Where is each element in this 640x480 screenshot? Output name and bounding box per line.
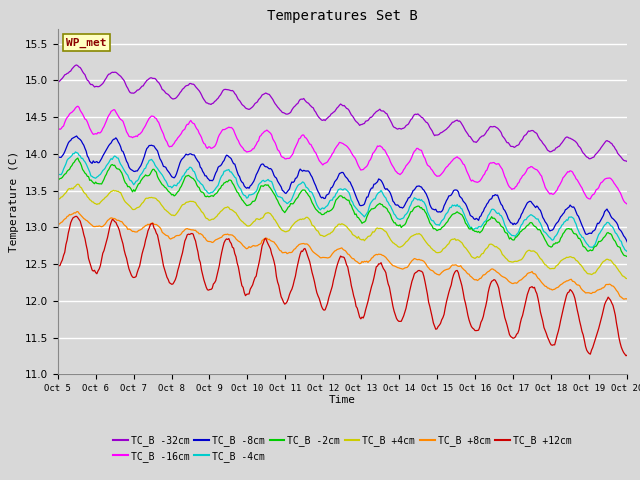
TC_B +8cm [54,222,61,228]
Y-axis label: Temperature (C): Temperature (C) [9,151,19,252]
TC_B -32cm [374,108,381,114]
TC_B -32cm [572,139,580,145]
TC_B -4cm [72,149,79,155]
TC_B -16cm [401,165,409,171]
TC_B +8cm [474,277,481,283]
TC_B +4cm [623,276,631,281]
Line: TC_B -32cm: TC_B -32cm [58,65,627,162]
TC_B -4cm [54,172,61,178]
TC_B -32cm [232,92,240,98]
TC_B +12cm [54,264,61,270]
Title: Temperatures Set B: Temperatures Set B [267,10,418,24]
TC_B -8cm [623,239,631,245]
TC_B -16cm [474,180,481,185]
TC_B -32cm [623,159,631,165]
TC_B -32cm [295,98,303,104]
TC_B -2cm [232,187,240,192]
TC_B -4cm [401,212,409,218]
TC_B -32cm [54,79,61,84]
Line: TC_B +8cm: TC_B +8cm [58,212,627,299]
TC_B +4cm [54,197,61,203]
TC_B -16cm [295,136,303,142]
TC_B -8cm [295,168,303,174]
Line: TC_B -8cm: TC_B -8cm [58,136,627,242]
TC_B +8cm [572,281,580,287]
TC_B -8cm [572,209,580,215]
TC_B +12cm [374,263,381,269]
Line: TC_B +4cm: TC_B +4cm [58,184,627,278]
TC_B -8cm [73,133,81,139]
TC_B -16cm [572,176,580,182]
TC_B +12cm [572,301,580,307]
TC_B -4cm [572,221,580,227]
TC_B +4cm [74,181,82,187]
TC_B +4cm [401,240,409,246]
TC_B -16cm [74,103,82,109]
TC_B +12cm [474,327,481,333]
TC_B +4cm [295,217,303,223]
TC_B +4cm [572,257,580,263]
TC_B -2cm [74,155,82,161]
TC_B +8cm [74,209,82,215]
TC_B -4cm [474,226,481,231]
TC_B -32cm [401,124,409,130]
TC_B -8cm [54,155,61,161]
Line: TC_B -2cm: TC_B -2cm [58,158,627,257]
TC_B -16cm [54,124,61,130]
TC_B -16cm [623,201,631,207]
X-axis label: Time: Time [329,395,356,405]
Legend: TC_B -32cm, TC_B -16cm, TC_B -8cm, TC_B -4cm, TC_B -2cm, TC_B +4cm, TC_B +8cm, T: TC_B -32cm, TC_B -16cm, TC_B -8cm, TC_B … [109,431,575,466]
TC_B +4cm [374,225,381,231]
TC_B +12cm [401,309,409,315]
TC_B -32cm [73,62,81,68]
TC_B -32cm [474,138,481,144]
TC_B -4cm [295,181,303,187]
TC_B -2cm [374,202,381,208]
TC_B +8cm [374,252,381,258]
TC_B -2cm [295,192,303,198]
TC_B -4cm [623,249,631,254]
TC_B +8cm [620,296,627,302]
TC_B -4cm [232,175,240,181]
TC_B +12cm [232,254,240,260]
TC_B -8cm [374,179,381,185]
TC_B -16cm [232,133,240,139]
TC_B -2cm [401,222,409,228]
TC_B -2cm [572,231,580,237]
TC_B +12cm [623,352,631,358]
TC_B +4cm [474,254,481,260]
TC_B -2cm [474,229,481,235]
TC_B +12cm [622,353,630,359]
Line: TC_B -16cm: TC_B -16cm [58,106,627,204]
TC_B -2cm [54,176,61,182]
TC_B +8cm [295,242,303,248]
TC_B -8cm [474,216,481,222]
TC_B -2cm [623,254,631,260]
TC_B +8cm [623,296,631,302]
TC_B +8cm [232,236,240,242]
TC_B -16cm [374,143,381,149]
TC_B -8cm [232,165,240,171]
TC_B -4cm [374,191,381,197]
Line: TC_B -4cm: TC_B -4cm [58,152,627,252]
Text: WP_met: WP_met [66,37,107,48]
TC_B +8cm [401,265,409,271]
TC_B -8cm [401,202,409,208]
TC_B +12cm [73,214,81,219]
TC_B +12cm [295,256,303,262]
Line: TC_B +12cm: TC_B +12cm [58,216,627,356]
TC_B +4cm [232,210,240,216]
